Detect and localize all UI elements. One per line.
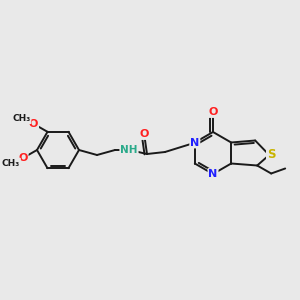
Text: CH₃: CH₃: [2, 158, 20, 167]
Text: O: O: [208, 107, 218, 117]
Text: S: S: [267, 148, 275, 161]
Text: N: N: [208, 169, 217, 179]
Text: O: O: [29, 119, 38, 129]
Text: O: O: [139, 129, 149, 139]
Text: CH₃: CH₃: [12, 114, 31, 123]
Text: NH: NH: [120, 145, 138, 155]
Text: N: N: [190, 137, 200, 148]
Text: O: O: [18, 153, 28, 163]
